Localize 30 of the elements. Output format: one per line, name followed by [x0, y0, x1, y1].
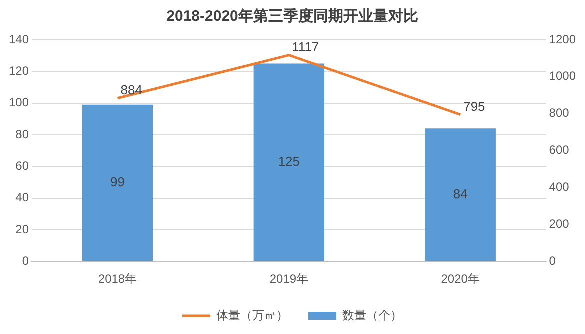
data-label: 884: [120, 82, 142, 98]
legend-label: 数量（个）: [342, 308, 402, 322]
data-label: 1117: [292, 39, 320, 54]
y-tick-label: 0: [22, 254, 30, 268]
y2-tick-label: 400: [549, 180, 570, 194]
bar: [425, 128, 496, 262]
y-tick-label: 80: [16, 127, 30, 142]
y2-tick-label: 1000: [549, 69, 576, 84]
y-tick-label: 100: [8, 96, 30, 110]
y2-tick-label: 1200: [549, 32, 576, 46]
bar: [254, 64, 325, 262]
y2-tick-label: 800: [549, 106, 570, 120]
y-tick-label: 120: [8, 64, 30, 78]
y2-tick-label: 0: [549, 254, 556, 268]
x-tick-label: 2020年: [441, 272, 480, 286]
data-label: 84: [453, 186, 468, 202]
chart-title: 2018-2020年第三季度同期开业量对比: [166, 7, 418, 26]
x-tick-label: 2018年: [98, 272, 138, 286]
y-tick-label: 140: [8, 32, 30, 46]
legend-label: 体量（万㎡）: [216, 308, 288, 322]
y2-tick-label: 600: [549, 143, 570, 158]
bar: [82, 104, 154, 262]
y-tick-label: 60: [16, 158, 30, 173]
x-tick-label: 2019年: [270, 272, 309, 286]
data-label: 795: [464, 98, 486, 114]
y-tick-label: 40: [16, 190, 30, 205]
data-label: 125: [278, 154, 300, 169]
y2-tick-label: 200: [549, 216, 570, 231]
data-label: 99: [110, 174, 125, 190]
y-tick-label: 20: [16, 222, 30, 236]
